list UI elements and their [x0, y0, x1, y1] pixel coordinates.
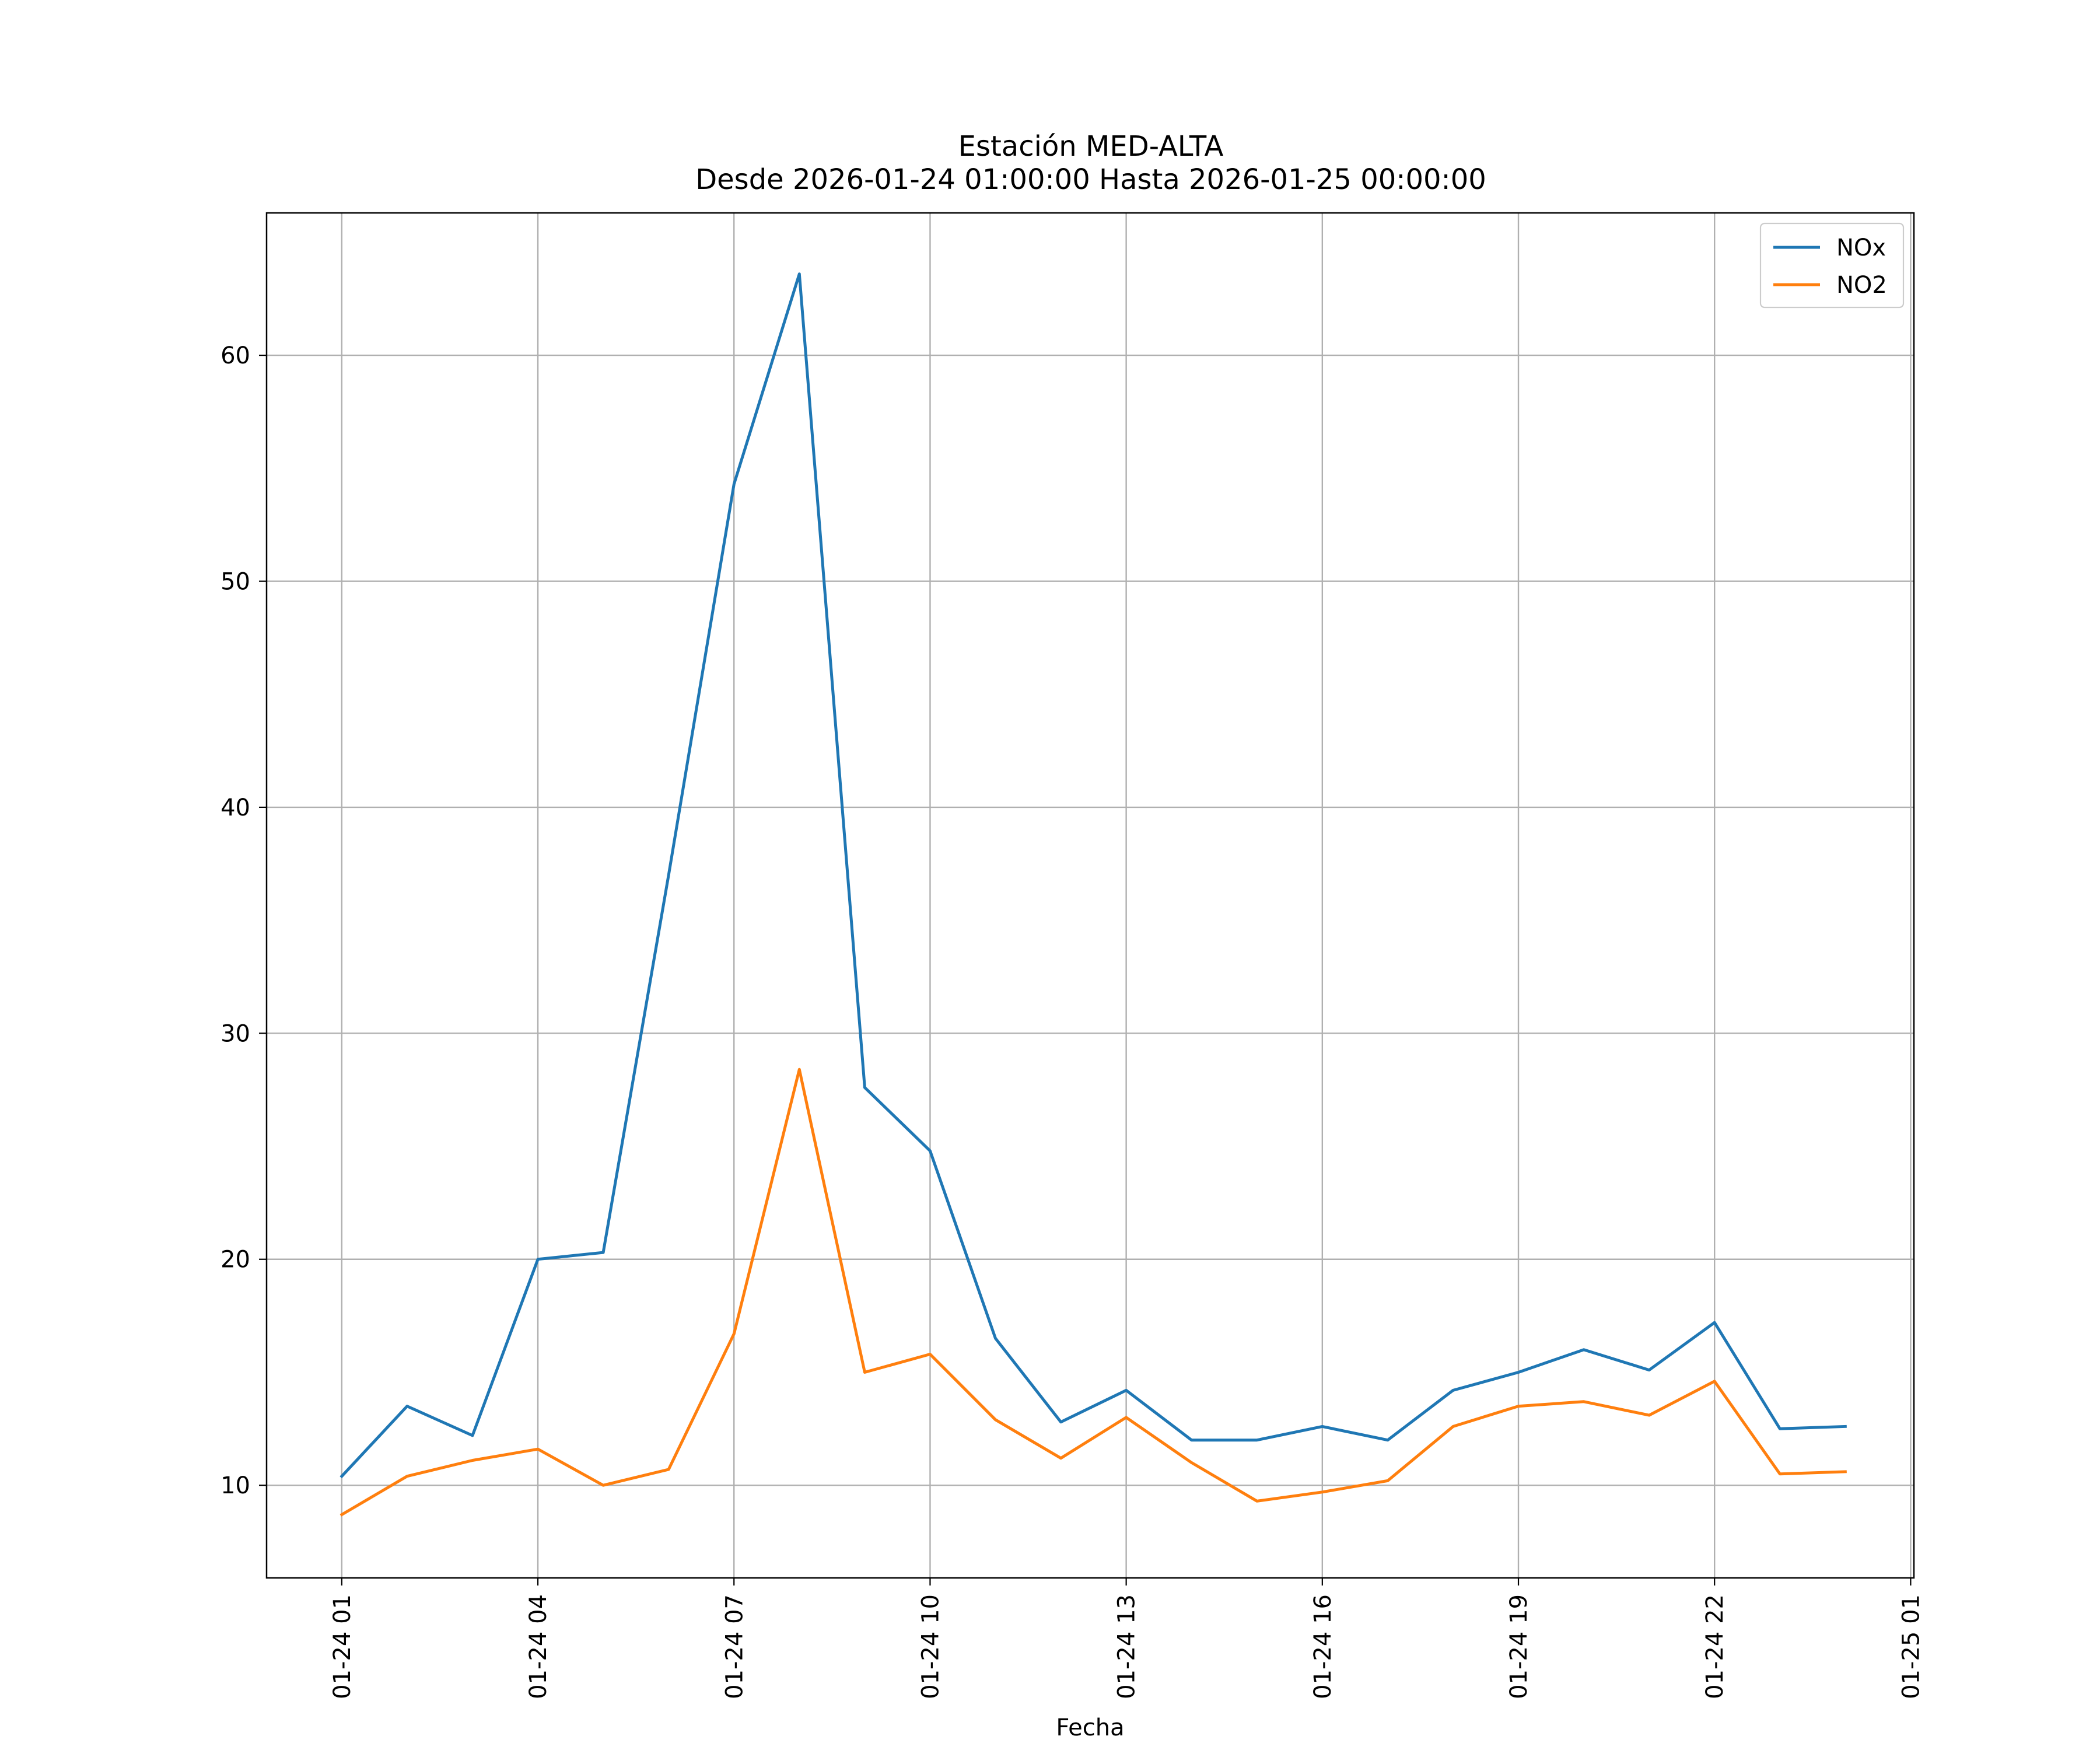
- x-tick-label: 01-24 07: [721, 1594, 748, 1699]
- x-tick-label: 01-24 01: [329, 1594, 356, 1699]
- y-axis: 10 20 30 40 50 60: [220, 342, 267, 1499]
- y-tick-label: 60: [220, 342, 250, 369]
- x-tick-label: 01-24 04: [525, 1594, 552, 1699]
- plot-frame: [265, 212, 1915, 1579]
- y-tick-label: 10: [220, 1472, 250, 1499]
- chart-title-line2: Desde 2026-01-24 01:00:00 Hasta 2026-01-…: [695, 163, 1486, 196]
- series-line-nox: [340, 272, 1847, 1479]
- legend-label-no2: NO2: [1836, 272, 1887, 299]
- y-tick-label: 30: [220, 1020, 250, 1047]
- y-tick-label: 50: [220, 568, 250, 595]
- grid: [267, 213, 1914, 1578]
- legend-box: [1759, 222, 1905, 309]
- legend: NOx NO2: [1759, 222, 1905, 309]
- x-tick-label: 01-24 19: [1506, 1594, 1532, 1699]
- x-tick-label: 01-25 01: [1898, 1594, 1924, 1699]
- series-layer: [340, 272, 1847, 1517]
- plot-background: [267, 213, 1914, 1578]
- x-axis-label: Fecha: [1056, 1714, 1124, 1741]
- legend-label-nox: NOx: [1836, 235, 1886, 261]
- x-tick-label: 01-24 10: [917, 1594, 944, 1699]
- series-line-no2: [340, 1068, 1847, 1517]
- chart-title-line1: Estación MED-ALTA: [958, 130, 1224, 163]
- y-tick-label: 40: [220, 794, 250, 821]
- x-tick-label: 01-24 13: [1114, 1594, 1140, 1699]
- x-tick-label: 01-24 22: [1702, 1594, 1728, 1699]
- x-axis: 01-24 01 01-24 04 01-24 07 01-24 10 01-24 13…: [329, 1578, 1924, 1699]
- y-tick-label: 20: [220, 1247, 250, 1273]
- x-tick-label: 01-24 16: [1310, 1594, 1336, 1699]
